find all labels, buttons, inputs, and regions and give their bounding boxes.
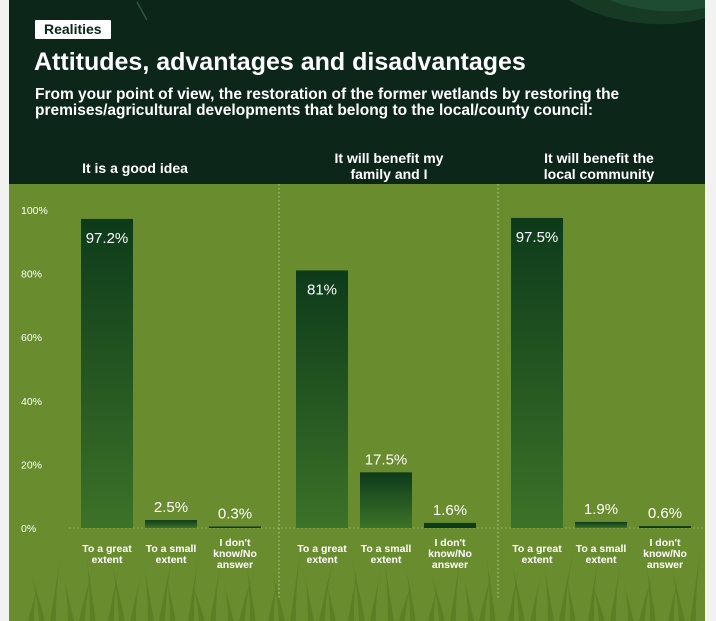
category-label: answer xyxy=(217,559,253,571)
bar xyxy=(639,526,691,528)
y-tick-label: 20% xyxy=(21,459,42,471)
bar xyxy=(575,521,627,528)
data-label: 1.6% xyxy=(433,502,467,519)
category-label: extent xyxy=(307,554,338,566)
header: Realities Attitudes, advantages and disa… xyxy=(9,0,705,184)
bar xyxy=(145,520,197,528)
y-tick-label: 100% xyxy=(21,205,48,217)
group-title-1: It will benefit my family and I xyxy=(334,150,444,182)
survey-question: From your point of view, the restoration… xyxy=(35,86,620,119)
category-label: know/No xyxy=(213,548,257,560)
category-label: To a great xyxy=(82,543,132,555)
y-tick-label: 0% xyxy=(21,523,36,535)
grass-decoration xyxy=(28,547,701,621)
category-label: I don't xyxy=(649,537,681,549)
bar xyxy=(81,218,133,529)
y-tick-label: 60% xyxy=(21,332,42,344)
data-label: 81% xyxy=(307,281,337,298)
category-label: To a small xyxy=(576,543,627,555)
data-label: 2.5% xyxy=(154,499,188,516)
category-label: To a great xyxy=(512,543,562,555)
y-tick-label: 40% xyxy=(21,396,42,408)
bar xyxy=(511,217,563,528)
bar-chart: 0%20%40%60%80%100%97.2%To a greatextent2… xyxy=(21,184,705,600)
category-label: extent xyxy=(586,554,617,566)
bar xyxy=(360,472,412,528)
bar xyxy=(424,522,476,528)
data-label: 0.6% xyxy=(648,505,682,522)
data-label: 97.2% xyxy=(86,230,129,247)
group-title-2: It will benefit the local community xyxy=(543,150,655,182)
category-label: answer xyxy=(647,559,683,571)
category-label: I don't xyxy=(219,537,251,549)
category-label: extent xyxy=(156,554,187,566)
section-tag: Realities xyxy=(35,20,111,39)
category-label: To a small xyxy=(146,543,197,555)
category-label: know/No xyxy=(428,548,472,560)
bar xyxy=(296,270,348,528)
infographic: Realities Attitudes, advantages and disa… xyxy=(9,0,705,621)
data-label: 17.5% xyxy=(365,451,408,468)
bar xyxy=(209,526,261,528)
page-title: Attitudes, advantages and disadvantages xyxy=(34,48,526,76)
category-label: To a great xyxy=(297,543,347,555)
leaf-decoration-icon xyxy=(136,0,705,25)
category-label: To a small xyxy=(361,543,412,555)
category-label: extent xyxy=(522,554,553,566)
data-label: 97.5% xyxy=(516,229,559,246)
data-label: 0.3% xyxy=(218,506,252,523)
category-label: answer xyxy=(432,559,468,571)
group-title-0: It is a good idea xyxy=(82,160,188,176)
category-label: know/No xyxy=(643,548,687,560)
data-label: 1.9% xyxy=(584,501,618,518)
category-label: extent xyxy=(92,554,123,566)
category-label: I don't xyxy=(434,537,466,549)
y-tick-label: 80% xyxy=(21,269,42,281)
category-label: extent xyxy=(371,554,402,566)
